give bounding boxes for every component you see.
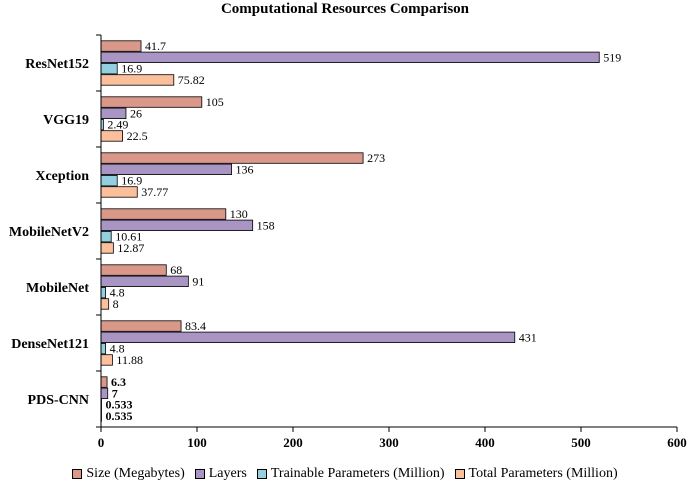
legend-label-trainable: Trainable Parameters (Million) bbox=[270, 466, 445, 481]
bar-resnet152-trainable-parameters-million bbox=[100, 63, 118, 75]
data-label-vgg19-total-parameters-million: 22.5 bbox=[127, 129, 148, 143]
data-label-pds-cnn-size-megabytes: 6.3 bbox=[111, 375, 126, 389]
data-label-mobilenetv2-layers: 158 bbox=[257, 218, 275, 232]
data-label-vgg19-trainable-parameters-million: 2.49 bbox=[107, 118, 128, 132]
bar-resnet152-size-megabytes bbox=[100, 40, 142, 52]
data-label-vgg19-size-megabytes: 105 bbox=[206, 95, 224, 109]
data-label-vgg19-layers: 26 bbox=[130, 106, 142, 120]
data-label-xception-layers: 136 bbox=[236, 162, 254, 176]
data-label-resnet152-layers: 519 bbox=[603, 50, 621, 64]
data-label-resnet152-trainable-parameters-million: 16.9 bbox=[121, 62, 142, 76]
category-label-mobilenetv2: MobileNetV2 bbox=[9, 225, 89, 240]
bar-densenet121-total-parameters-million bbox=[100, 354, 113, 366]
legend-label-total: Total Parameters (Million) bbox=[468, 466, 618, 481]
data-label-mobilenet-trainable-parameters-million: 4.8 bbox=[110, 286, 125, 300]
legend-swatch-total bbox=[454, 469, 465, 479]
category-label-xception: Xception bbox=[35, 169, 89, 184]
bar-xception-total-parameters-million bbox=[100, 186, 138, 198]
legend-label-size: Size (Megabytes) bbox=[86, 466, 185, 481]
bar-vgg19-total-parameters-million bbox=[100, 130, 124, 142]
legend-label-layers: Layers bbox=[208, 466, 247, 481]
bar-densenet121-size-megabytes bbox=[100, 320, 182, 332]
data-label-mobilenetv2-total-parameters-million: 12.87 bbox=[117, 241, 144, 255]
x-tick-label-400: 400 bbox=[475, 435, 495, 450]
legend-swatch-layers bbox=[194, 469, 205, 479]
data-label-pds-cnn-layers: 7 bbox=[112, 386, 118, 400]
bar-xception-size-megabytes bbox=[100, 152, 364, 164]
bar-pds-cnn-size-megabytes bbox=[100, 376, 108, 388]
category-label-resnet152: ResNet152 bbox=[25, 57, 89, 72]
data-label-mobilenetv2-trainable-parameters-million: 10.61 bbox=[115, 230, 142, 244]
data-label-xception-trainable-parameters-million: 16.9 bbox=[121, 174, 142, 188]
bar-resnet152-layers bbox=[100, 51, 600, 63]
legend-swatch-trainable bbox=[256, 469, 267, 479]
x-tick-label-500: 500 bbox=[571, 435, 591, 450]
legend-item-size: Size (Megabytes) bbox=[72, 466, 185, 482]
data-label-pds-cnn-total-parameters-million: 0.535 bbox=[106, 409, 133, 423]
category-label-pds-cnn: PDS-CNN bbox=[28, 393, 89, 408]
data-label-densenet121-trainable-parameters-million: 4.8 bbox=[110, 342, 125, 356]
chart-legend: Size (Megabytes) Layers Trainable Parame… bbox=[0, 462, 690, 486]
x-tick-label-600: 600 bbox=[667, 435, 687, 450]
data-label-mobilenet-layers: 91 bbox=[192, 274, 204, 288]
data-label-xception-size-megabytes: 273 bbox=[367, 151, 385, 165]
chart-title: Computational Resources Comparison bbox=[220, 1, 470, 17]
x-tick-label-300: 300 bbox=[379, 435, 399, 450]
data-label-mobilenet-size-megabytes: 68 bbox=[170, 263, 182, 277]
bar-resnet152-total-parameters-million bbox=[100, 74, 175, 86]
legend-item-trainable: Trainable Parameters (Million) bbox=[256, 466, 445, 482]
category-label-mobilenet: MobileNet bbox=[26, 281, 89, 296]
data-label-resnet152-total-parameters-million: 75.82 bbox=[178, 73, 205, 87]
legend-item-total: Total Parameters (Million) bbox=[454, 466, 618, 482]
data-label-densenet121-size-megabytes: 83.4 bbox=[185, 319, 206, 333]
bar-mobilenetv2-total-parameters-million bbox=[100, 242, 114, 254]
legend-swatch-size bbox=[72, 469, 83, 479]
data-label-densenet121-total-parameters-million: 11.88 bbox=[116, 353, 143, 367]
bar-densenet121-layers bbox=[100, 331, 516, 344]
category-label-densenet121: DenseNet121 bbox=[11, 337, 89, 352]
bar-mobilenet-trainable-parameters-million bbox=[100, 286, 107, 299]
data-label-densenet121-layers: 431 bbox=[519, 330, 537, 344]
data-label-xception-total-parameters-million: 37.77 bbox=[141, 185, 168, 199]
x-tick-label-200: 200 bbox=[283, 435, 303, 450]
bar-densenet121-trainable-parameters-million bbox=[100, 342, 107, 355]
bar-mobilenet-total-parameters-million bbox=[100, 298, 110, 310]
bar-vgg19-size-megabytes bbox=[100, 96, 203, 108]
bar-mobilenet-size-megabytes bbox=[100, 264, 167, 276]
category-label-vgg19: VGG19 bbox=[43, 113, 89, 128]
data-label-mobilenetv2-size-megabytes: 130 bbox=[230, 207, 248, 221]
data-label-pds-cnn-trainable-parameters-million: 0.533 bbox=[106, 398, 133, 412]
bar-xception-trainable-parameters-million bbox=[100, 174, 118, 187]
x-tick-label-100: 100 bbox=[187, 435, 207, 450]
data-label-resnet152-size-megabytes: 41.7 bbox=[145, 39, 166, 53]
legend-item-layers: Layers bbox=[194, 466, 247, 482]
data-label-mobilenet-total-parameters-million: 8 bbox=[113, 297, 119, 311]
bar-mobilenetv2-size-megabytes bbox=[100, 208, 227, 220]
bar-mobilenetv2-trainable-parameters-million bbox=[100, 230, 112, 243]
x-tick-label-0: 0 bbox=[98, 435, 105, 450]
